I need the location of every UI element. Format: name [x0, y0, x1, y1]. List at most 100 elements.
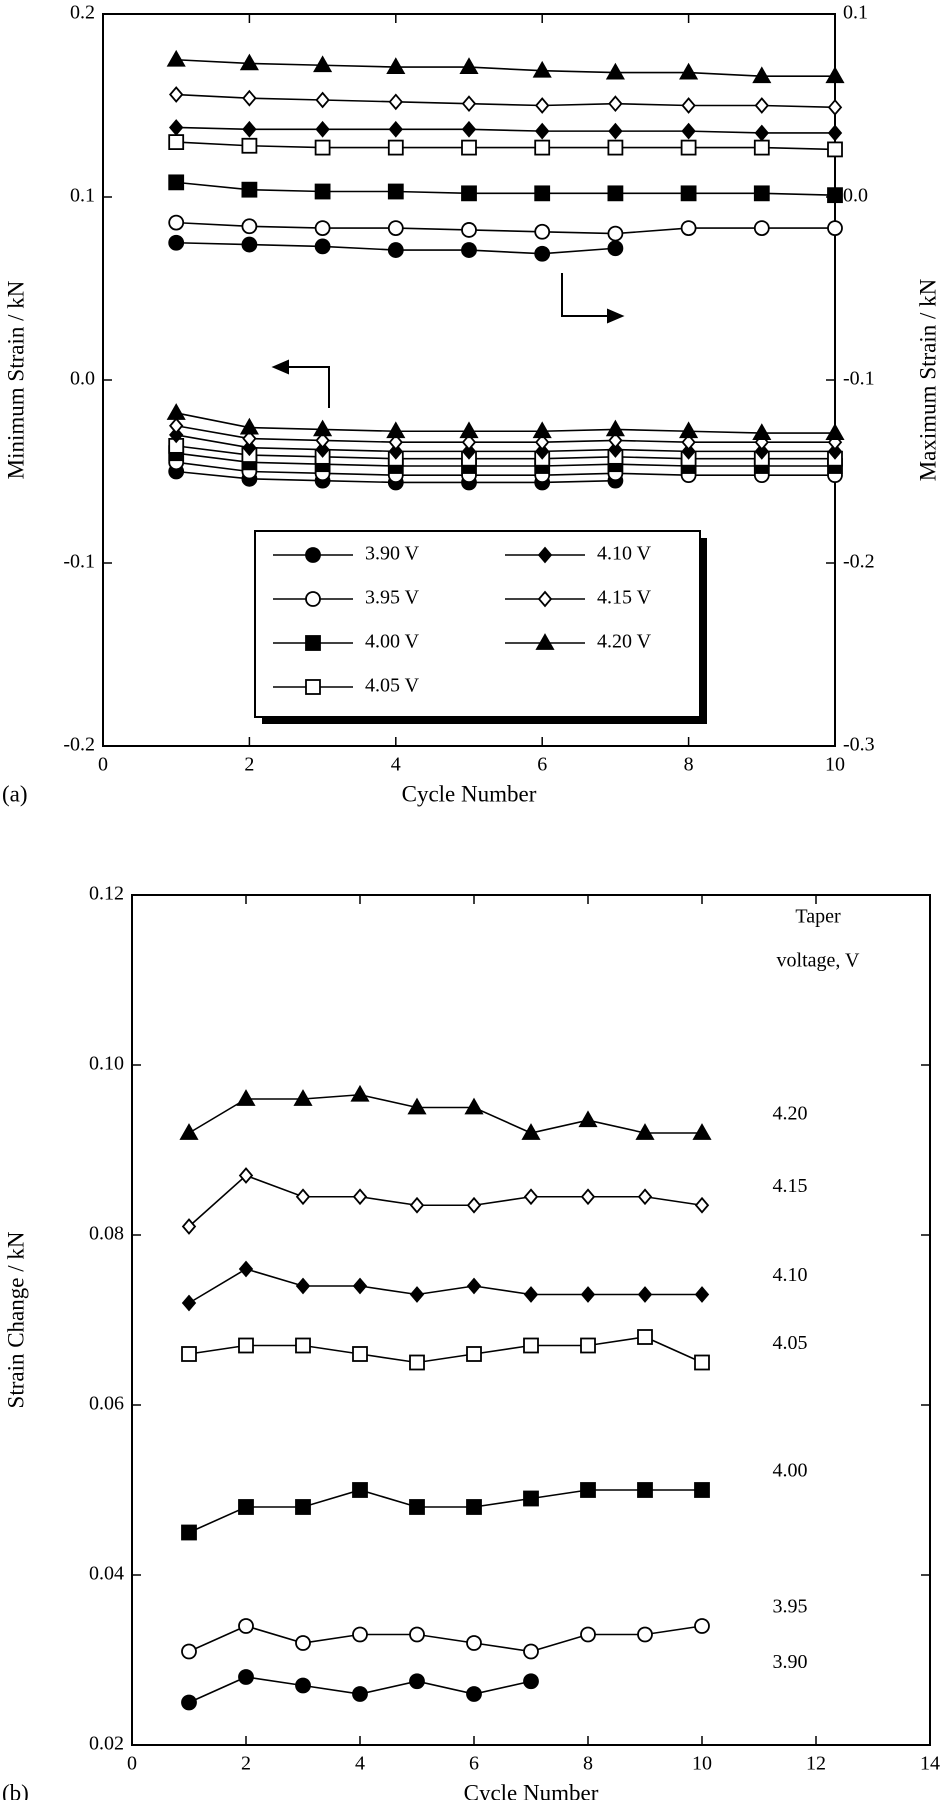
marker	[681, 442, 696, 460]
marker	[523, 1643, 539, 1660]
marker	[461, 185, 477, 202]
series-line	[176, 126, 835, 134]
marker	[461, 222, 477, 238]
marker	[466, 1635, 482, 1651]
marker	[168, 234, 185, 251]
marker	[388, 433, 403, 451]
marker	[242, 89, 257, 107]
marker	[238, 1499, 254, 1515]
x-tick-label: 6	[469, 1753, 479, 1775]
marker	[466, 1499, 482, 1515]
x-tick-label: 4	[355, 1753, 365, 1775]
legend-label: 3.90 V	[365, 543, 420, 565]
marker	[461, 442, 477, 460]
marker	[694, 1354, 710, 1371]
marker	[825, 66, 845, 84]
annotation: Taper	[795, 906, 841, 928]
marker	[534, 139, 551, 156]
series-line	[188, 1174, 703, 1228]
marker	[535, 442, 550, 460]
marker	[827, 220, 843, 237]
marker	[238, 1618, 254, 1634]
marker	[241, 218, 258, 235]
marker	[580, 1286, 596, 1303]
marker	[466, 1686, 482, 1702]
marker	[388, 442, 403, 460]
series-end-label: 3.90	[773, 1651, 808, 1673]
marker	[238, 1260, 254, 1278]
marker	[313, 419, 333, 437]
marker	[314, 139, 331, 156]
y-tick-label: 0.12	[89, 883, 124, 905]
series-end-label: 4.05	[773, 1332, 808, 1354]
marker	[466, 1196, 482, 1214]
legend-label: 4.00 V	[365, 631, 420, 653]
x-tick-label: 12	[806, 1753, 826, 1775]
marker	[239, 53, 259, 71]
series-line	[188, 1625, 703, 1653]
marker	[168, 214, 185, 231]
y-tick-label: 0.1	[70, 185, 95, 207]
series-line	[176, 181, 836, 196]
marker	[387, 139, 404, 156]
marker	[694, 1618, 710, 1634]
marker	[680, 139, 697, 156]
marker	[242, 439, 257, 457]
marker	[461, 120, 477, 138]
marker	[754, 97, 769, 114]
marker	[387, 242, 404, 258]
y2-tick-label: 0.0	[843, 185, 868, 207]
x-tick-label: 2	[244, 754, 254, 776]
arrows	[271, 273, 625, 408]
marker	[464, 1097, 484, 1115]
marker	[314, 238, 331, 255]
x-tick-label: 0	[98, 754, 108, 776]
marker	[679, 62, 699, 80]
x-tick-label: 0	[127, 1753, 137, 1775]
marker	[523, 1490, 539, 1507]
series-line	[176, 141, 836, 151]
marker	[827, 442, 843, 460]
arrowhead	[607, 308, 625, 324]
plot-frame	[131, 894, 931, 1746]
legend-label: 4.05 V	[365, 675, 420, 697]
y-tick-label: -0.1	[63, 551, 95, 573]
marker	[680, 220, 697, 237]
series-line	[176, 434, 835, 453]
marker	[350, 1084, 370, 1102]
panel-label: (a)	[2, 781, 28, 806]
x-axis-label: Cycle Number	[464, 1780, 599, 1800]
x-tick-label: 4	[391, 754, 401, 776]
marker	[409, 1499, 425, 1515]
marker	[181, 1524, 197, 1541]
y-tick-label: 0.06	[89, 1393, 124, 1415]
legend-marker	[305, 679, 321, 695]
marker	[166, 49, 186, 67]
marker	[295, 1188, 311, 1206]
legend-label: 4.10 V	[597, 543, 652, 565]
marker	[388, 93, 403, 111]
legend-marker	[305, 635, 321, 651]
marker	[605, 62, 625, 80]
marker	[386, 57, 406, 74]
marker	[461, 95, 477, 113]
marker	[578, 1110, 598, 1128]
x-tick-label: 2	[241, 1753, 251, 1775]
marker	[388, 120, 403, 138]
marker	[459, 421, 479, 439]
marker	[386, 421, 406, 439]
marker	[580, 1337, 596, 1354]
series-line	[176, 412, 835, 434]
marker	[238, 1337, 254, 1354]
arrow-left	[282, 366, 330, 408]
series-line	[176, 424, 835, 444]
y-tick-label: 0.10	[89, 1053, 124, 1075]
marker	[535, 97, 550, 114]
x-tick-label: 8	[583, 1753, 593, 1775]
legend-marker	[305, 547, 321, 563]
y-tick-label: 0.04	[89, 1563, 124, 1585]
marker	[637, 1329, 653, 1345]
series-end-label: 4.10	[773, 1264, 808, 1286]
marker	[681, 97, 696, 114]
marker	[466, 1277, 482, 1295]
